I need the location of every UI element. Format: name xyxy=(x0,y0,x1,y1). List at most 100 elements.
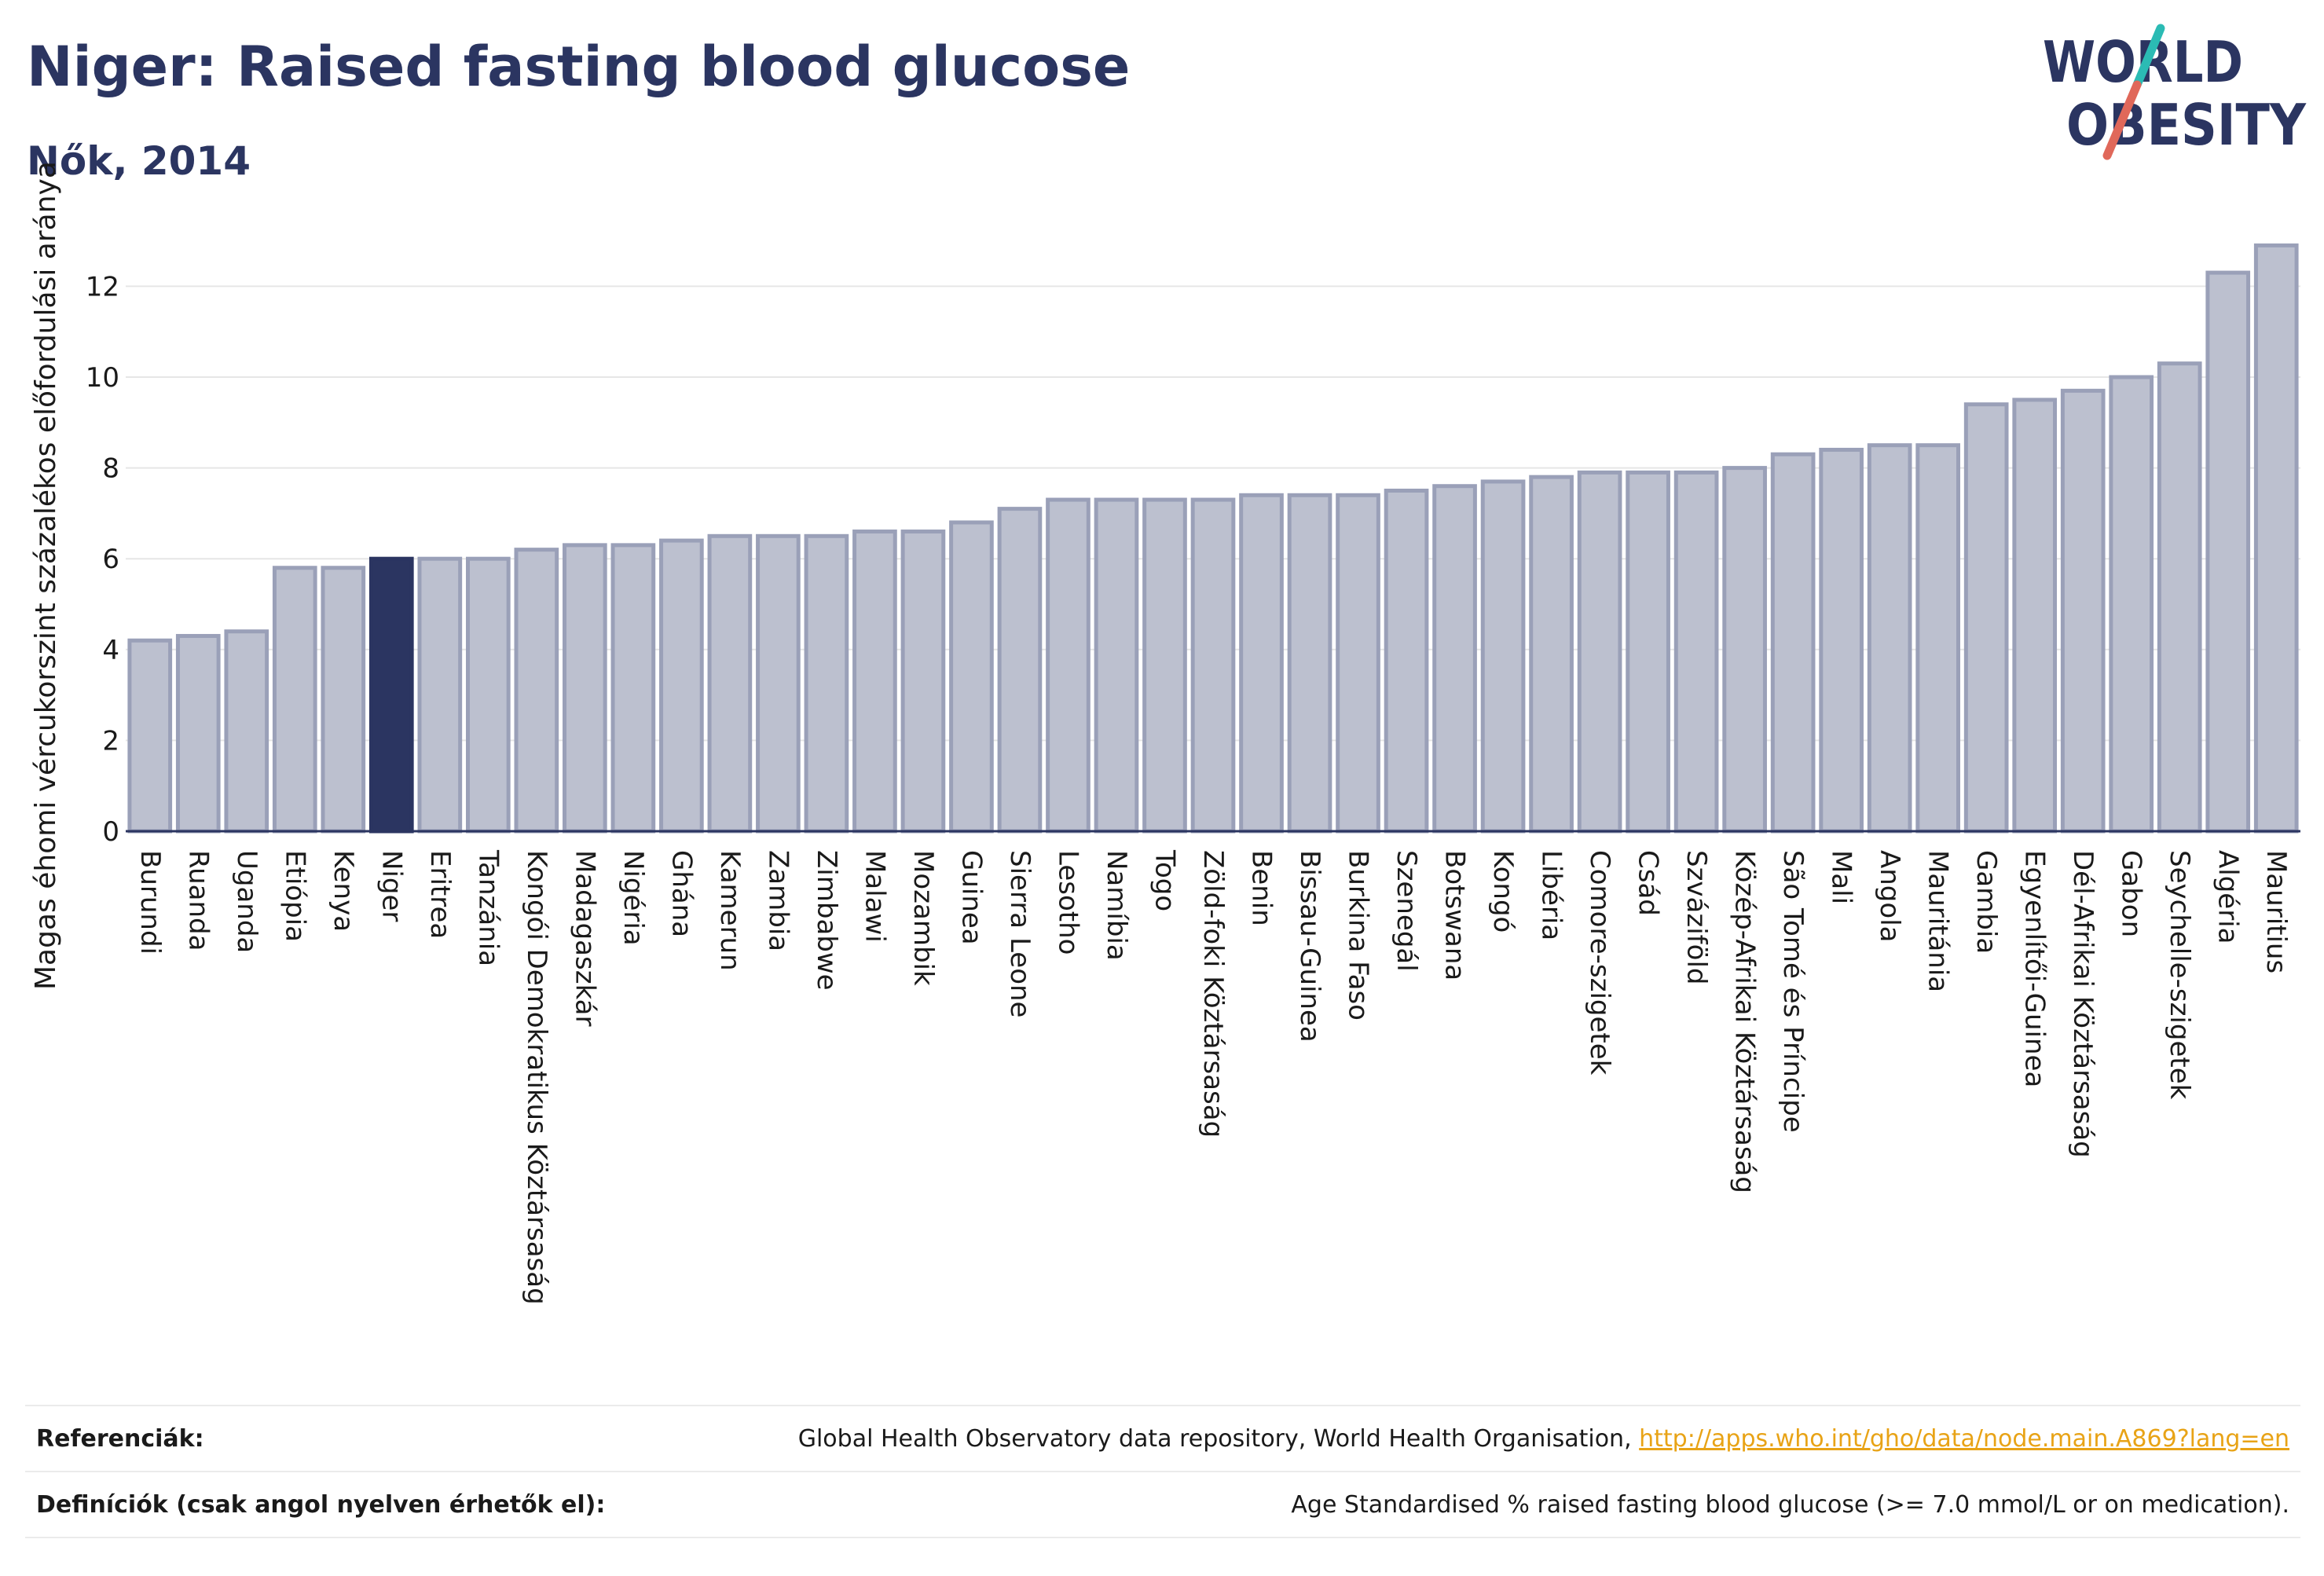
x-tick-label: Tanzánia xyxy=(472,849,504,966)
x-tick-label: Etiópia xyxy=(279,850,310,942)
x-tick-label: Lesotho xyxy=(1052,850,1083,955)
x-tick-label: Mauritánia xyxy=(1923,850,1954,992)
chart-subtitle: Nők, 2014 xyxy=(27,138,251,184)
bar-nig-ria xyxy=(610,543,656,834)
x-tick-label: Kenya xyxy=(328,850,359,932)
x-tick-label: Szváziföld xyxy=(1681,850,1712,984)
bar-chart: 0 2 4 6 8 10 12 Burundi Ruanda Uganda Etiópia Keny… xyxy=(30,161,2300,1305)
x-tick-label: Ghána xyxy=(665,850,697,937)
bar-mauritius xyxy=(2253,243,2299,834)
x-tick-label: Namíbia xyxy=(1101,850,1132,961)
bar-ruanda xyxy=(175,633,221,834)
bar-k-z-p-afrikai-k-zt-rsas-g xyxy=(1722,466,1767,834)
bar-guinea xyxy=(949,520,994,834)
x-axis-labels: Burundi Ruanda Uganda Etiópia Kenya Niger Erit… xyxy=(134,849,2292,1305)
bar-bissau-guinea xyxy=(1287,493,1332,834)
y-tick-label: 8 xyxy=(102,453,119,485)
references-link[interactable]: http://apps.who.int/gho/data/node.main.A… xyxy=(1639,1424,2289,1453)
bar-maurit-nia xyxy=(1915,443,1961,834)
x-tick-label: Burundi xyxy=(134,850,166,955)
y-axis-label: Magas éhomi vércukorszint százalékos elő… xyxy=(30,161,62,990)
bar-lib-ria xyxy=(1529,475,1574,834)
world-obesity-logo: WORLD OBESITY xyxy=(2043,24,2307,160)
x-tick-label: Csád xyxy=(1633,850,1664,916)
bar-mali xyxy=(1819,447,1864,834)
bar-tanz-nia xyxy=(465,556,511,834)
x-tick-label: Közép-Afrikai Köztársaság xyxy=(1729,850,1761,1193)
x-tick-label: Botswana xyxy=(1439,850,1471,980)
bar-zambia xyxy=(756,533,801,834)
bar-alg-ria xyxy=(2205,270,2251,834)
y-axis-ticks: 0 2 4 6 8 10 12 xyxy=(86,271,119,848)
references-value: Global Health Observatory data repositor… xyxy=(798,1425,2300,1453)
x-tick-label: Burkina Faso xyxy=(1343,850,1374,1021)
y-tick-label: 12 xyxy=(86,271,119,302)
bar-sierra-leone xyxy=(997,507,1043,834)
references-row: Referenciák: Global Health Observatory d… xyxy=(25,1405,2300,1471)
x-tick-label: Mozambik xyxy=(907,850,939,986)
definitions-row: Definíciók (csak angol nyelven érhetők e… xyxy=(25,1471,2300,1538)
x-tick-label: Malawi xyxy=(859,850,890,943)
bar-nam-bia xyxy=(1094,497,1139,834)
definitions-label: Definíciók (csak angol nyelven érhetők e… xyxy=(36,1490,606,1519)
y-tick-label: 6 xyxy=(102,544,119,575)
x-tick-label: Benin xyxy=(1246,850,1277,926)
bar-kong-i-demokratikus-k-zt-rsas-g xyxy=(514,548,559,834)
x-tick-label: Nigéria xyxy=(618,850,649,946)
x-tick-label: Libéria xyxy=(1536,850,1567,940)
bar-s-o-tom-s-pr-ncipe xyxy=(1770,452,1816,834)
bar-malawi xyxy=(852,530,897,834)
x-tick-label: Kongói Demokratikus Köztársaság xyxy=(521,850,552,1305)
x-tick-label: Mali xyxy=(1826,850,1857,904)
bar-uganda xyxy=(224,629,269,834)
bar-burundi xyxy=(127,638,173,834)
logo-slash-red xyxy=(2102,80,2142,160)
x-tick-label: Ruanda xyxy=(182,850,214,951)
bar-cs-d xyxy=(1626,470,1670,834)
x-tick-label: Kongó xyxy=(1487,850,1519,933)
footer: Referenciák: Global Health Observatory d… xyxy=(25,1405,2300,1538)
bar-seychelle-szigetek xyxy=(2157,361,2202,834)
bar-madagaszk-r xyxy=(563,543,607,834)
definitions-text: Age Standardised % raised fasting blood … xyxy=(1291,1490,2289,1519)
x-tick-label: Madagaszkár xyxy=(569,850,600,1026)
x-tick-label: Uganda xyxy=(231,850,262,953)
bar-burkina-faso xyxy=(1336,493,1380,834)
bar-comore-szigetek xyxy=(1577,470,1622,834)
y-tick-label: 4 xyxy=(102,635,119,666)
x-tick-label: Mauritius xyxy=(2260,850,2292,973)
bar-benin xyxy=(1239,493,1284,834)
x-tick-label: Niger xyxy=(376,850,407,922)
x-tick-label: São Tomé és Príncipe xyxy=(1777,850,1809,1133)
bar-egyenl-t-i-guinea xyxy=(2012,398,2058,834)
y-tick-label: 0 xyxy=(102,816,119,848)
x-tick-label: Zöld-foki Köztársaság xyxy=(1197,850,1229,1138)
chart-title: Niger: Raised fasting blood glucose xyxy=(27,35,1131,99)
logo-slash-teal xyxy=(2132,24,2165,90)
x-tick-label: Angola xyxy=(1874,850,1905,942)
x-tick-label: Gambia xyxy=(1970,850,2002,954)
x-tick-label: Szenegál xyxy=(1391,850,1422,972)
x-tick-label: Guinea xyxy=(955,850,987,945)
bar-d-l-afrikai-k-zt-rsas-g xyxy=(2060,388,2106,834)
bar-gambia xyxy=(1963,402,2009,834)
x-tick-label: Bissau-Guinea xyxy=(1294,850,1325,1043)
x-tick-label: Togo xyxy=(1149,849,1180,911)
x-tick-label: Eritrea xyxy=(424,850,456,939)
bar-angola xyxy=(1867,443,1912,834)
bar-z-ld-foki-k-zt-rsas-g xyxy=(1190,497,1236,834)
x-tick-label: Zambia xyxy=(762,850,794,951)
x-tick-label: Gabon xyxy=(2116,850,2147,937)
bar-eritrea xyxy=(417,556,463,834)
x-tick-label: Zimbabwe xyxy=(811,850,842,991)
bar-botswana xyxy=(1432,484,1477,834)
x-tick-label: Sierra Leone xyxy=(1004,850,1036,1017)
y-tick-label: 10 xyxy=(86,362,119,394)
bars xyxy=(127,243,2299,834)
x-tick-label: Dél-Afrikai Köztársaság xyxy=(2067,850,2099,1158)
bar-eti-pia xyxy=(272,566,317,834)
bar-mozambik xyxy=(900,530,946,834)
bar-niger xyxy=(368,556,414,834)
bar-zimbabwe xyxy=(804,533,849,834)
bar-togo xyxy=(1142,497,1187,834)
